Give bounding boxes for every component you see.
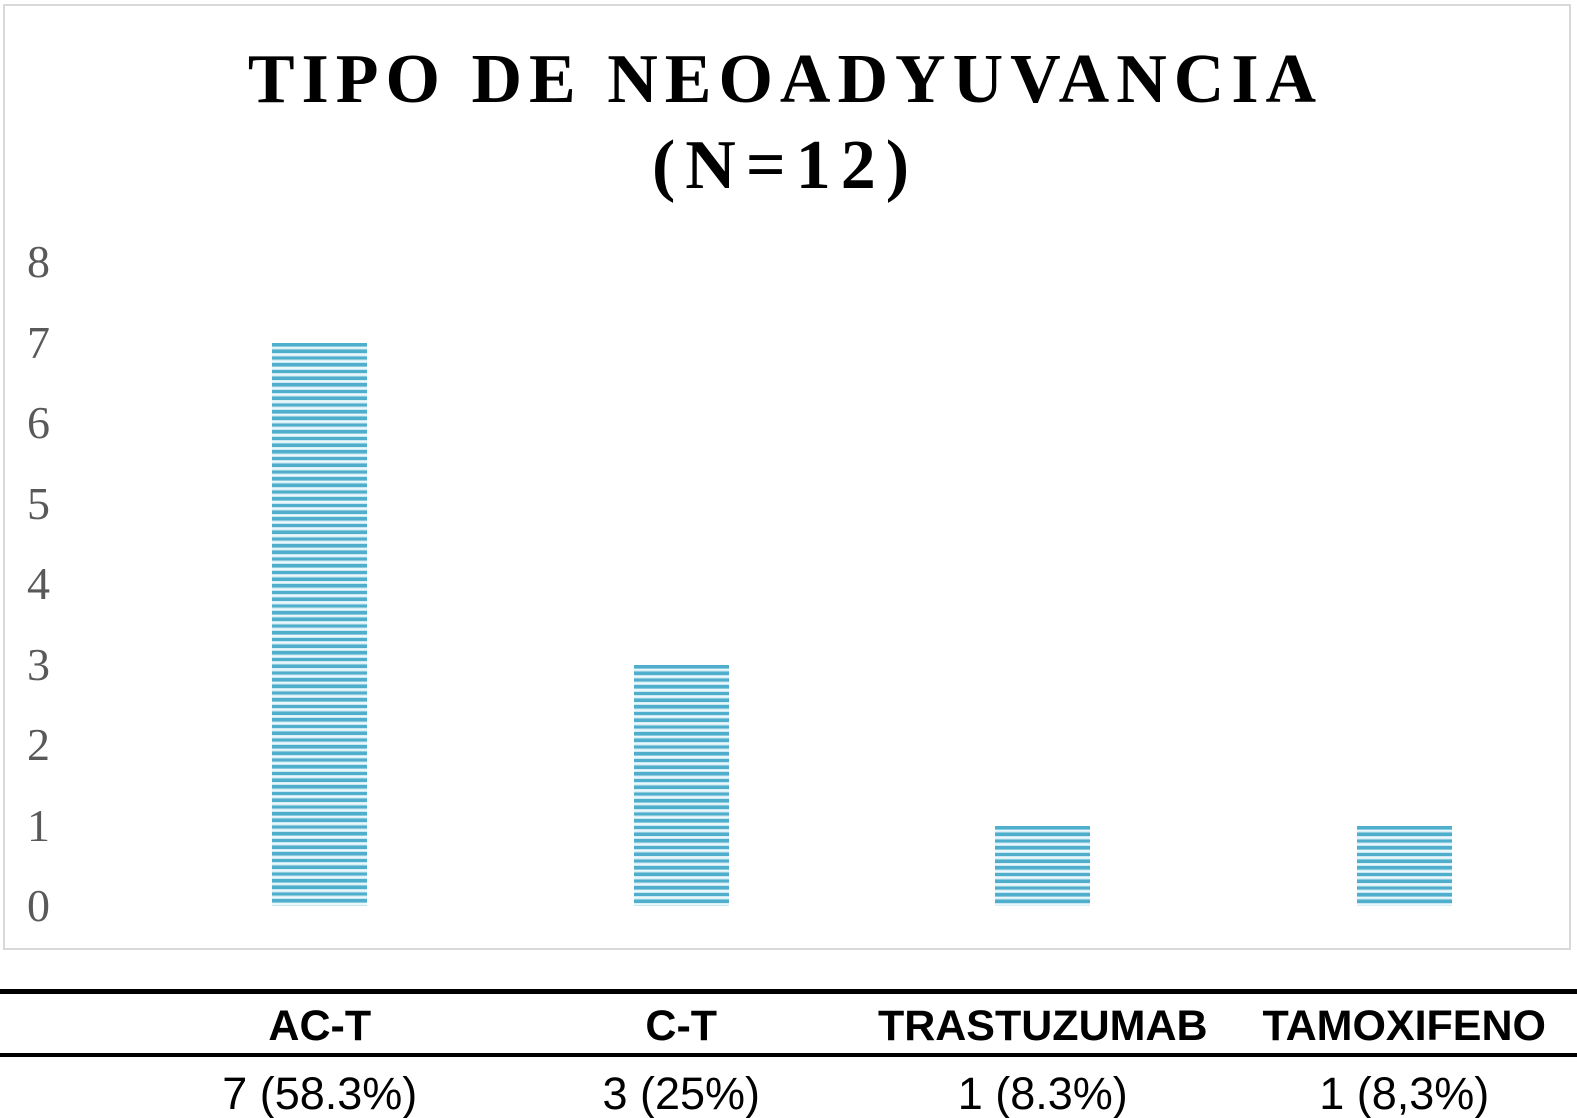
chart-subtitle: (N=12): [651, 127, 920, 204]
chart-title: TIPO DE NEOADYUVANCIA: [247, 41, 1324, 118]
y-axis-tick-label: 2: [27, 719, 50, 770]
table-value-cell: 1 (8,3%): [1319, 1068, 1490, 1118]
table-rule-middle: [0, 1053, 1577, 1057]
bar-trastuzumab: [995, 825, 1091, 906]
table-rule-top: [0, 989, 1577, 994]
bar-ac-t: [272, 342, 368, 906]
bar-tamoxifeno: [1356, 825, 1452, 906]
table-header-cell: TRASTUZUMAB: [877, 1002, 1208, 1050]
table-header-cell: AC-T: [268, 1002, 372, 1050]
table-value-cell: 7 (58.3%): [222, 1068, 418, 1118]
y-axis-tick-label: 0: [27, 880, 50, 931]
y-axis-tick-label: 5: [27, 477, 50, 529]
y-axis-tick-label: 7: [27, 316, 50, 368]
table-header-cell: C-T: [645, 1002, 718, 1050]
y-axis-tick-label: 1: [27, 799, 50, 851]
y-axis-tick-label: 8: [27, 236, 50, 287]
table-value-cell: 1 (8.3%): [957, 1068, 1128, 1118]
y-axis-tick-label: 4: [27, 558, 50, 609]
table-header-cell: TAMOXIFENO: [1262, 1002, 1546, 1050]
table-value-cell: 3 (25%): [602, 1068, 761, 1118]
bar-c-t: [633, 664, 729, 906]
y-axis-tick-label: 3: [27, 638, 50, 690]
chart-frame: [3, 4, 1571, 950]
y-axis-tick-label: 6: [27, 397, 50, 448]
